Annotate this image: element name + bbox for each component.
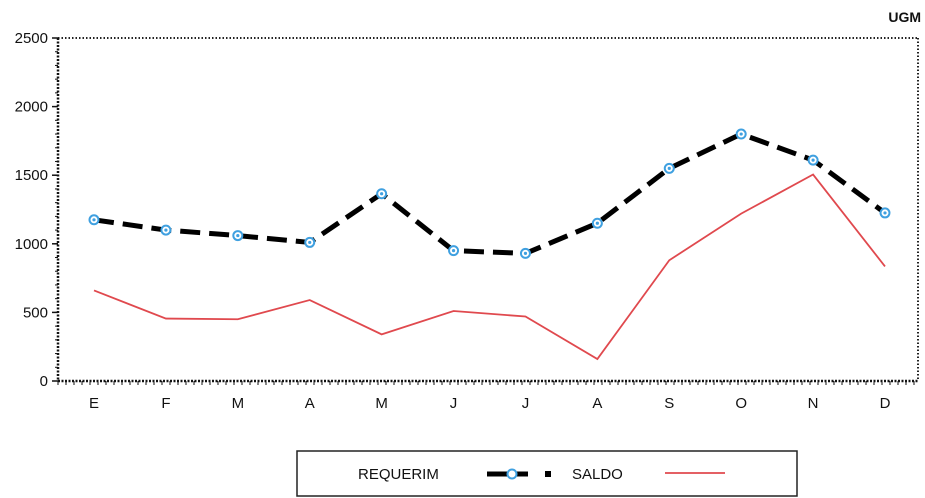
x-tick-label: M [232, 395, 245, 412]
requerim-point-center [883, 211, 887, 215]
x-tick-label: A [592, 395, 602, 412]
y-tick-label: 1000 [15, 236, 48, 253]
x-tick-label: J [522, 395, 530, 412]
legend: REQUERIM SALDO [296, 450, 798, 497]
plot-frame [58, 37, 919, 381]
x-tick-label: A [305, 395, 315, 412]
requerim-point-center [595, 221, 599, 225]
requerim-point-center [811, 158, 815, 162]
y-tick-label: 0 [40, 373, 48, 390]
legend-label-saldo: SALDO [572, 466, 623, 483]
requerim-point-center [236, 233, 240, 238]
y-tick-label: 500 [23, 304, 48, 321]
requerim-point-center [451, 249, 456, 253]
series-line-saldo [93, 173, 886, 361]
y-tick-label: 2000 [15, 99, 48, 116]
x-tick-label: O [735, 395, 747, 412]
series-layer [88, 128, 891, 361]
x-tick-label: J [450, 395, 458, 412]
x-tick-label: N [808, 395, 819, 412]
legend-dash-requerim [545, 471, 551, 477]
y-tick-label: 1500 [15, 167, 48, 184]
x-tick-label: S [664, 395, 674, 412]
requerim-point-center [308, 240, 312, 245]
requerim-point-center [92, 218, 96, 222]
legend-marker-requerim [506, 468, 518, 480]
requerim-point-center [380, 192, 384, 196]
requerim-point-center [667, 166, 671, 170]
unit-label: UGM [888, 9, 921, 25]
requerim-point-center [523, 251, 528, 256]
x-tick-label: M [375, 395, 388, 412]
y-axis: 0 500 1000 1500 2000 2500 [15, 30, 60, 390]
series-line-requerim [93, 131, 887, 256]
legend-label-requerim: REQUERIM [358, 466, 439, 483]
y-tick-label: 2500 [15, 30, 48, 47]
requerim-point-center [739, 132, 743, 136]
requerim-point-center [164, 228, 168, 232]
x-tick-label: D [880, 395, 891, 412]
x-tick-label: F [161, 395, 170, 412]
x-tick-label: E [89, 395, 99, 412]
